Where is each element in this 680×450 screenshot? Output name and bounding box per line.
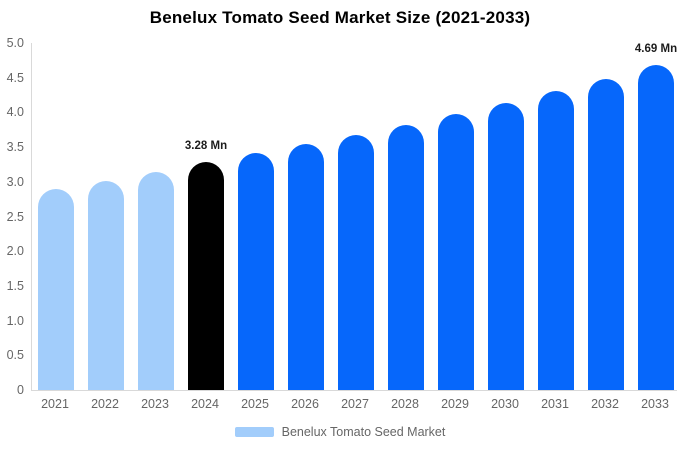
bar-2033 bbox=[638, 64, 674, 390]
y-tick-label: 0.5 bbox=[6, 348, 24, 363]
x-tick-label: 2022 bbox=[91, 397, 119, 411]
x-tick-label: 2031 bbox=[541, 397, 569, 411]
value-label-2033: 4.69 Mn bbox=[634, 42, 678, 55]
y-tick-label: 3.0 bbox=[6, 174, 24, 189]
x-tick-label: 2026 bbox=[291, 397, 319, 411]
legend-swatch bbox=[234, 427, 274, 437]
y-tick-label: 1.5 bbox=[6, 278, 24, 293]
bar-2030 bbox=[488, 102, 524, 390]
x-tick-label: 2021 bbox=[41, 397, 69, 411]
legend-label: Benelux Tomato Seed Market bbox=[281, 425, 446, 439]
y-tick-label: 5.0 bbox=[6, 36, 24, 50]
y-tick-label: 1.0 bbox=[6, 313, 24, 328]
y-tick-label: 0 bbox=[17, 383, 24, 397]
x-tick-label: 2025 bbox=[241, 397, 269, 411]
y-tick-label: 2.5 bbox=[6, 209, 24, 224]
y-tick-label: 4.5 bbox=[6, 70, 24, 85]
y-tick-label: 4.0 bbox=[6, 105, 24, 120]
bar-2027 bbox=[338, 135, 374, 390]
chart-title: Benelux Tomato Seed Market Size (2021-20… bbox=[149, 8, 531, 27]
plot-area: 3.28 Mn 4.69 Mn bbox=[31, 43, 677, 391]
bar-2026 bbox=[288, 143, 324, 390]
bar-2028 bbox=[388, 124, 424, 390]
legend[interactable]: Benelux Tomato Seed Market bbox=[0, 425, 680, 439]
x-tick-label: 2032 bbox=[591, 397, 619, 411]
x-tick-label: 2029 bbox=[441, 397, 469, 411]
x-tick-label: 2024 bbox=[191, 397, 219, 411]
bar-2025 bbox=[238, 153, 274, 390]
bar-2029 bbox=[438, 113, 474, 390]
bar-2024 bbox=[188, 162, 224, 390]
bar-2023 bbox=[138, 172, 174, 390]
x-tick-label: 2023 bbox=[141, 397, 169, 411]
bar-2021 bbox=[38, 189, 74, 390]
value-label-2024: 3.28 Mn bbox=[184, 140, 228, 153]
bar-2022 bbox=[88, 181, 124, 390]
x-tick-label: 2028 bbox=[391, 397, 419, 411]
bar-2031 bbox=[538, 90, 574, 390]
bar-2032 bbox=[588, 79, 624, 390]
x-tick-label: 2027 bbox=[341, 397, 369, 411]
y-tick-label: 3.5 bbox=[6, 140, 24, 155]
y-tick-label: 2.0 bbox=[6, 244, 24, 259]
x-tick-label: 2033 bbox=[641, 397, 669, 411]
x-tick-label: 2030 bbox=[491, 397, 519, 411]
